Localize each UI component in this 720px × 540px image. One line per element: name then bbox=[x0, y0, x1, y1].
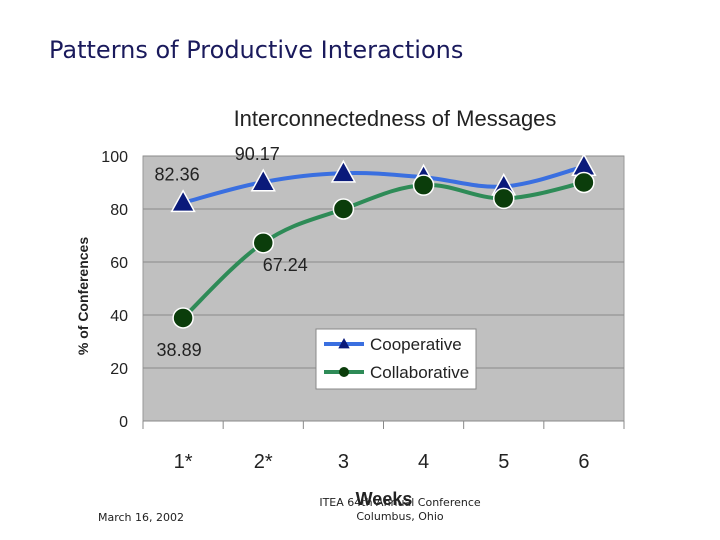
y-tick-label: 100 bbox=[101, 149, 128, 166]
data-label: 67.24 bbox=[263, 255, 308, 275]
y-tick-label: 80 bbox=[110, 202, 128, 219]
footer-date: March 16, 2002 bbox=[98, 511, 185, 524]
legend-box bbox=[315, 328, 477, 390]
y-tick-label: 20 bbox=[110, 361, 128, 378]
series-collaborative bbox=[172, 171, 595, 329]
series-line bbox=[182, 164, 585, 205]
chart-title: Interconnectedness of Messages bbox=[234, 106, 557, 131]
footer-conference-location: Columbus, Ohio bbox=[356, 510, 444, 523]
x-tick-label: 5 bbox=[498, 451, 509, 473]
data-point bbox=[170, 189, 196, 213]
legend-item-collaborative: Collaborative bbox=[324, 363, 469, 382]
x-tick-label: 4 bbox=[418, 451, 429, 473]
legend-marker bbox=[339, 367, 349, 377]
legend-label: Collaborative bbox=[370, 363, 469, 382]
axes bbox=[142, 420, 625, 429]
data-point bbox=[412, 174, 435, 196]
y-tick-label: 40 bbox=[110, 308, 128, 325]
legend-marker bbox=[338, 338, 350, 349]
data-labels: 82.36 90.17 67.24 38.89 bbox=[155, 144, 308, 360]
data-point bbox=[493, 187, 515, 210]
data-label: 82.36 bbox=[155, 165, 200, 185]
y-tick-label: 60 bbox=[110, 255, 128, 272]
data-point bbox=[332, 198, 355, 220]
footer-conference: ITEA 64th Annual Conference Columbus, Oh… bbox=[280, 496, 520, 524]
data-point bbox=[573, 171, 595, 194]
data-label: 90.17 bbox=[235, 144, 280, 164]
x-tick-label: 6 bbox=[578, 451, 589, 473]
data-point bbox=[330, 159, 357, 183]
footer-conference-name: ITEA 64th Annual Conference bbox=[319, 496, 481, 509]
legend: Cooperative Collaborative bbox=[315, 328, 477, 390]
y-tick-label: 0 bbox=[119, 414, 128, 431]
series-layer bbox=[170, 153, 597, 329]
x-tick-labels: 1* 2* 3 4 5 6 bbox=[174, 451, 590, 473]
data-point bbox=[250, 168, 276, 192]
y-tick-labels: 0 20 40 60 80 100 bbox=[101, 149, 128, 431]
x-axis-label: Weeks bbox=[356, 489, 413, 509]
slide-title: Patterns of Productive Interactions bbox=[49, 36, 464, 64]
x-tick-label: 1* bbox=[174, 451, 193, 473]
data-point bbox=[172, 307, 194, 329]
data-label: 38.89 bbox=[157, 340, 202, 360]
legend-item-cooperative: Cooperative bbox=[324, 335, 462, 354]
data-point bbox=[252, 232, 274, 254]
x-tick-label: 2* bbox=[254, 451, 273, 473]
y-axis-label: % of Conferences bbox=[75, 237, 91, 355]
legend-label: Cooperative bbox=[370, 335, 462, 354]
x-tick-label: 3 bbox=[338, 451, 349, 473]
